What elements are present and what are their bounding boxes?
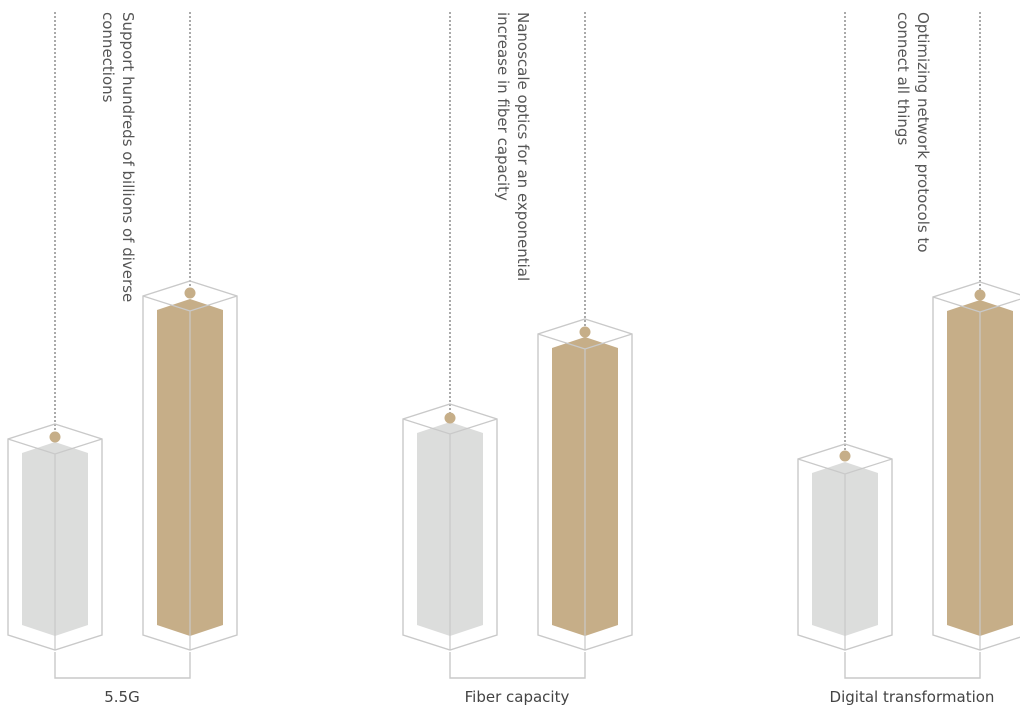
group-description-digital-transformation: Optimizing network protocols to connect …: [894, 12, 932, 253]
group-label-5-5g: 5.5G: [104, 688, 140, 706]
group-bracket-2: [844, 652, 981, 679]
group-label-digital-transformation: Digital transformation: [829, 688, 995, 706]
group-description-fiber-capacity: Nanoscale optics for an exponential incr…: [494, 12, 532, 282]
bar-top-dot-5: [974, 289, 986, 301]
bar-top-dot-0: [49, 431, 61, 443]
group-bracket-0: [54, 652, 191, 679]
bar-top-dot-2: [444, 412, 456, 424]
group-bracket-1: [449, 652, 586, 679]
group-description-5-5g: Support hundreds of billions of diverse …: [99, 12, 137, 303]
bar-top-dot-4: [839, 450, 851, 462]
bar-top-dot-3: [579, 326, 591, 338]
bar-top-dot-1: [184, 287, 196, 299]
group-label-fiber-capacity: Fiber capacity: [464, 688, 570, 706]
